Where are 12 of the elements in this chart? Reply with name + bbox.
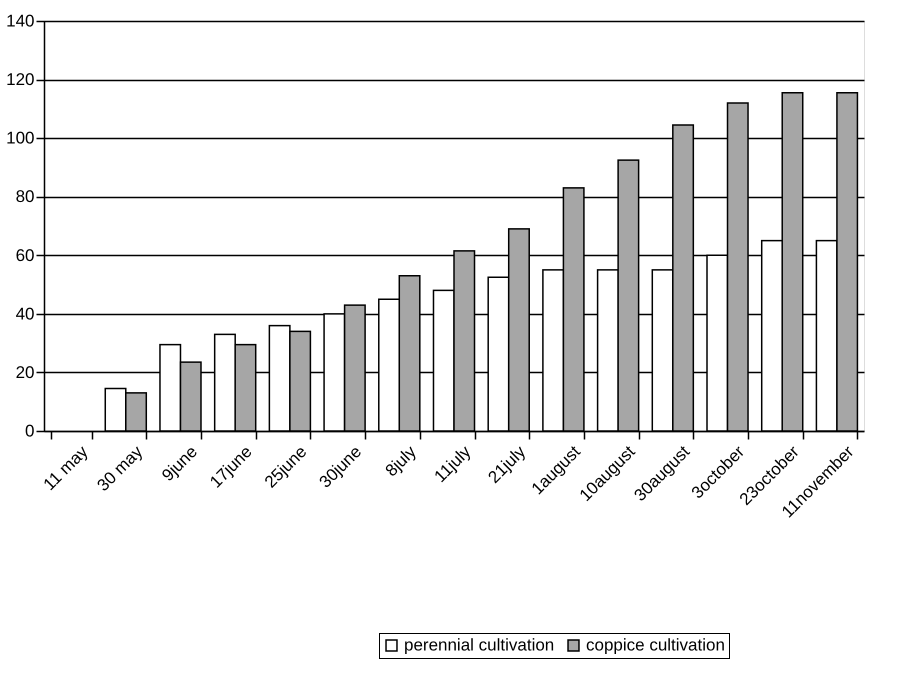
legend-label: coppice cultivation	[586, 636, 725, 655]
x-tick-label: 11 may	[40, 442, 92, 494]
x-tick-label: 30 may	[93, 442, 147, 495]
legend-label: perennial cultivation	[404, 636, 554, 655]
y-tick-label: 80	[16, 187, 34, 206]
y-tick-label: 100	[6, 128, 34, 148]
y-tick-label: 20	[16, 362, 34, 382]
y-tick-label: 40	[16, 304, 34, 324]
y-tick-label: 140	[6, 12, 34, 30]
y-tick-label: 60	[16, 246, 34, 265]
y-tick-label: 120	[6, 70, 34, 90]
y-tick-label: 0	[25, 422, 34, 440]
